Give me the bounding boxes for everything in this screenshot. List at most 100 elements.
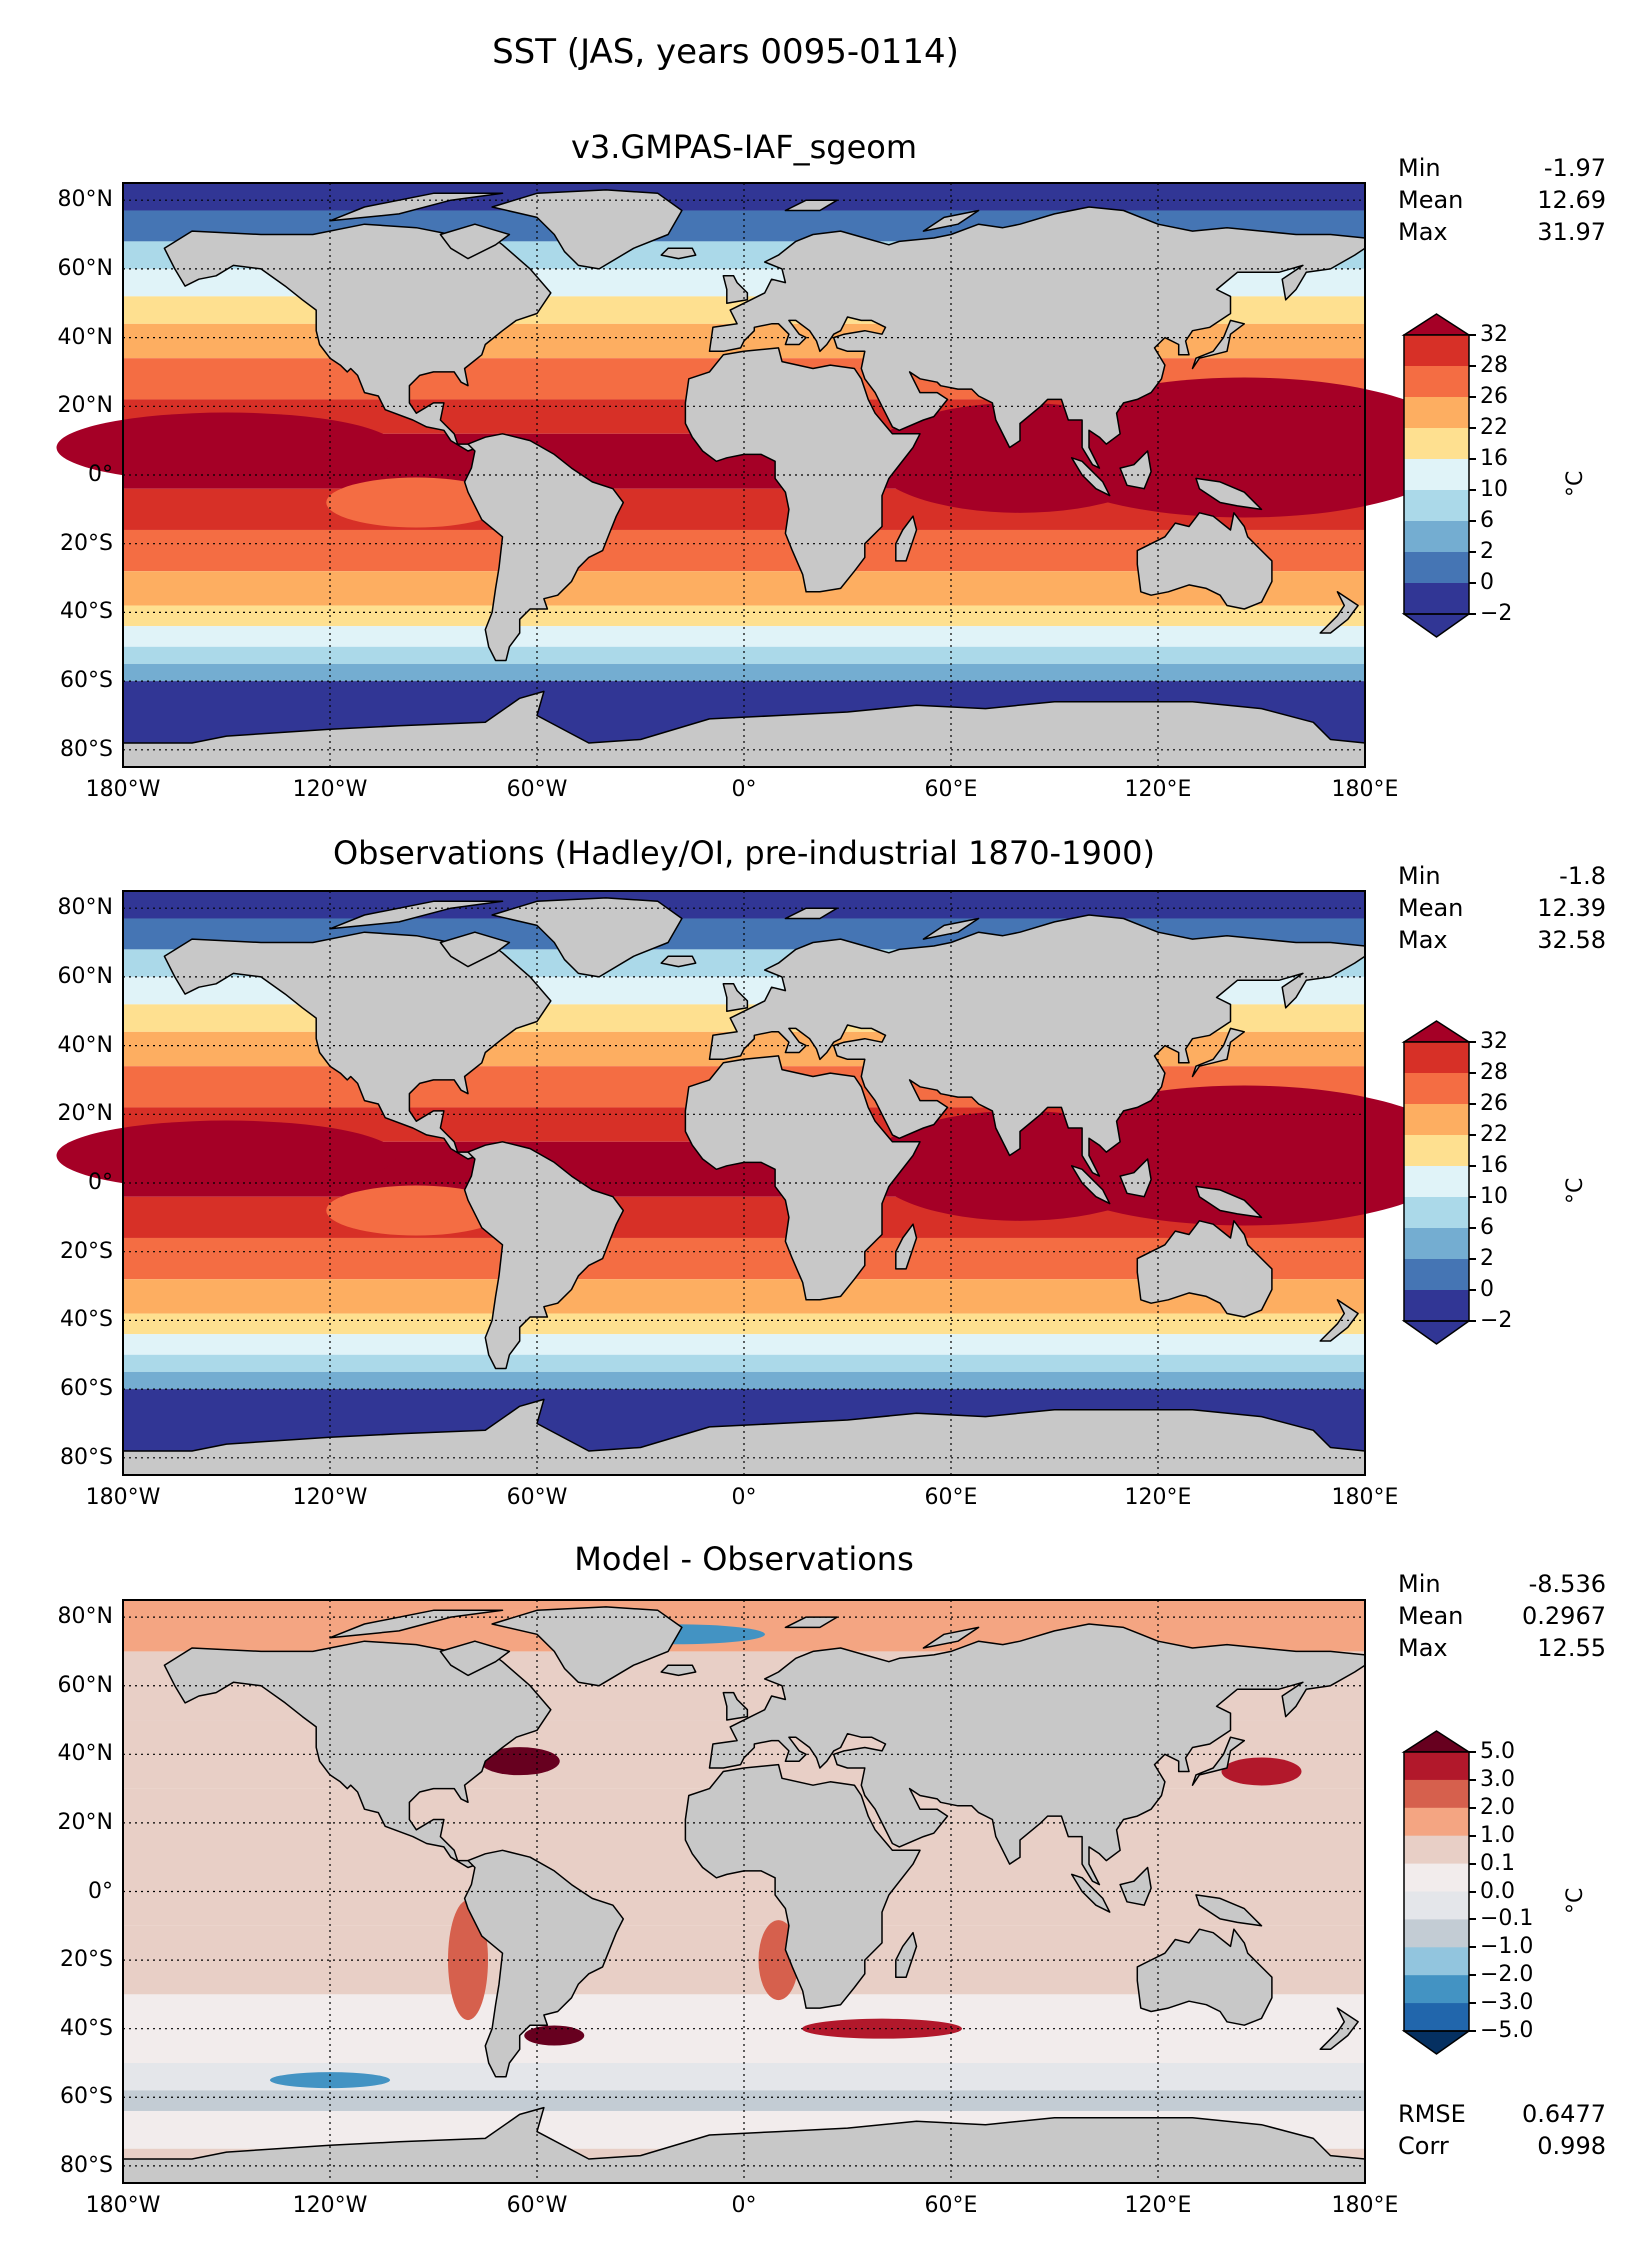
metric-value: 0.6477 [1522, 2100, 1606, 2128]
colorbar-tick [1469, 2030, 1476, 2032]
colorbar-tick [1469, 1227, 1476, 1229]
colorbar-tick [1469, 1890, 1476, 1893]
colorbar-tick-label: 2 [1480, 539, 1494, 564]
colorbar-tick [1469, 1751, 1476, 1753]
land-new-guinea [1195, 1894, 1263, 1927]
lon-tick-label: 60°E [924, 1485, 978, 1510]
warm-pool [56, 1120, 397, 1191]
colorbar-tick [1469, 1320, 1476, 1322]
anomaly-patch [524, 2025, 585, 2046]
land-borneo [1119, 450, 1152, 490]
colorbar-tick [1469, 1103, 1476, 1105]
colorbar [1401, 1020, 1472, 1345]
colorbar-segment [1404, 1975, 1469, 2004]
colorbar-tick-label: 0.1 [1480, 1850, 1515, 1876]
colorbar-tick-label: 26 [1480, 384, 1508, 409]
panel-stats: Min -8.536 Mean 0.2967 Max 12.55 [1398, 1568, 1606, 1664]
colorbar-segment [1404, 366, 1469, 398]
colorbar-segment [1404, 1807, 1469, 1837]
cold-tongue [326, 1185, 507, 1236]
lat-tick-label: 60°S [60, 2084, 113, 2110]
lat-tick-label: 80°N [57, 187, 113, 213]
land-eurasia [708, 1623, 1366, 1886]
anomaly-patch [479, 1747, 560, 1776]
stat-row: Max 12.55 [1398, 1632, 1606, 1664]
land-britain [722, 1691, 749, 1721]
colorbar-tick [1469, 427, 1476, 429]
colorbar-tick-label: 0.0 [1480, 1878, 1515, 1904]
land-arctic-islands [329, 192, 504, 222]
stat-label: Mean [1398, 894, 1464, 922]
lat-tick-label: 20°S [60, 530, 113, 556]
lon-tick-label: 120°E [1124, 1485, 1192, 1510]
colorbar-tick-label: 6 [1480, 1215, 1494, 1240]
land-madagascar [895, 515, 918, 562]
stat-label: Mean [1398, 1602, 1464, 1630]
lat-tick-label: 0° [88, 462, 113, 487]
colorbar-tick-label: 16 [1480, 1153, 1508, 1178]
colorbar-tick-label: 32 [1480, 1029, 1508, 1054]
lon-tick-label: 120°E [1124, 777, 1192, 802]
colorbar-segment [1404, 459, 1469, 491]
stat-label: Max [1398, 926, 1448, 954]
colorbar-tick [1469, 1974, 1476, 1977]
colorbar-segment [1404, 1259, 1469, 1291]
lat-tick-label: 20°N [57, 1809, 113, 1835]
stat-row: Max 32.58 [1398, 924, 1606, 956]
stat-row: Mean 12.69 [1398, 184, 1606, 216]
land-antarctica [122, 2106, 1366, 2184]
lon-tick-label: 60°W [506, 777, 568, 802]
land-baffin [439, 931, 511, 968]
colorbar-tick [1469, 334, 1476, 336]
lat-tick-label: 40°N [57, 1741, 113, 1767]
land-greenland [491, 897, 683, 978]
land-baffin [439, 1640, 511, 1677]
lon-tick-label: 180°E [1331, 2193, 1399, 2218]
map-frame [122, 182, 1366, 768]
colorbar-segment [1404, 1042, 1469, 1074]
colorbar-segment [1404, 428, 1469, 460]
metric-label: RMSE [1398, 2100, 1466, 2128]
field-band [123, 646, 1365, 664]
colorbar-tick [1469, 1918, 1476, 1921]
colorbar-tick-label: 10 [1480, 477, 1508, 502]
lat-tick-label: 0° [88, 1878, 113, 1904]
lon-tick-label: 120°E [1124, 2193, 1192, 2218]
colorbar [1401, 1730, 1472, 2055]
lat-tick-label: 60°S [60, 1376, 113, 1402]
land-new-zealand [1319, 2007, 1359, 2051]
colorbar-segment [1404, 1891, 1469, 1920]
land-australia [1136, 1220, 1273, 1318]
colorbar-segment [1404, 583, 1469, 615]
stat-value: 32.58 [1537, 926, 1606, 954]
colorbar-extend-min [1401, 2030, 1472, 2055]
land-africa [684, 1763, 921, 2009]
lon-tick-label: 120°W [292, 1485, 368, 1510]
colorbar-tick-label: 1.0 [1480, 1822, 1515, 1848]
colorbar-tick [1469, 1196, 1476, 1198]
colorbar-segment [1404, 335, 1469, 367]
colorbar-tick [1469, 1778, 1476, 1781]
colorbar-frame [1403, 334, 1470, 615]
stat-value: 12.39 [1537, 894, 1606, 922]
land-britain [722, 983, 749, 1012]
land-new-guinea [1195, 477, 1263, 511]
lon-tick-label: 120°W [292, 777, 368, 802]
colorbar-tick-label: −1.0 [1480, 1934, 1534, 1960]
colorbar-tick-label: 0 [1480, 570, 1494, 595]
colorbar-tick [1469, 1134, 1476, 1136]
colorbar-tick [1469, 2002, 1476, 2005]
colorbar-tick-label: 16 [1480, 446, 1508, 471]
lon-tick-label: 180°W [85, 1485, 161, 1510]
stat-row: Mean 0.2967 [1398, 1600, 1606, 1632]
colorbar-segment [1404, 1752, 1469, 1781]
lat-tick-label: 40°S [60, 599, 113, 625]
land-madagascar [895, 1931, 918, 1978]
lat-tick-label: 80°S [60, 2152, 113, 2178]
panel-stats: Min -1.97 Mean 12.69 Max 31.97 [1398, 152, 1606, 248]
land-arctic-islands [329, 1609, 504, 1639]
colorbar-tick-label: −2 [1480, 1308, 1513, 1333]
lat-tick-label: 0° [88, 1170, 113, 1195]
lon-tick-label: 60°E [924, 777, 978, 802]
land-japan [1191, 1027, 1246, 1078]
